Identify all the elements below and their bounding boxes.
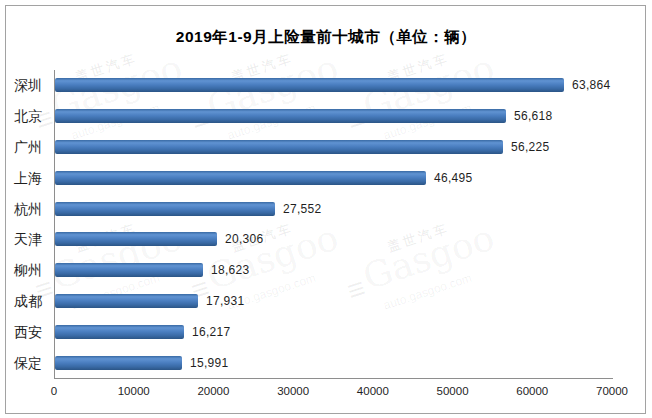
value-label: 17,931 <box>206 294 245 308</box>
category-label: 西安 <box>14 324 54 340</box>
bar <box>55 78 564 92</box>
category-label: 保定 <box>14 355 54 371</box>
value-label: 15,991 <box>190 356 229 370</box>
value-label: 63,864 <box>572 78 611 92</box>
category-label: 成都 <box>14 293 54 309</box>
x-tick-label: 20000 <box>197 385 229 397</box>
category-label: 深圳 <box>14 77 54 93</box>
value-label: 46,495 <box>434 171 473 185</box>
value-label: 18,623 <box>211 263 250 277</box>
x-tick-label: 0 <box>51 385 57 397</box>
bar <box>55 294 198 308</box>
bar <box>55 140 503 154</box>
value-label: 16,217 <box>192 325 231 339</box>
category-label: 广州 <box>14 139 54 155</box>
bar <box>55 202 275 216</box>
category-label: 天津 <box>14 231 54 247</box>
bar <box>55 325 184 339</box>
chart-container: 盖世汽车≡Gasgooauto.gasgoo.com盖世汽车≡Gasgooaut… <box>0 0 652 418</box>
chart-title: 2019年1-9月上险量前十城市（单位：辆） <box>0 27 652 48</box>
x-tick-label: 50000 <box>437 385 469 397</box>
x-tick-label: 70000 <box>596 385 628 397</box>
category-label: 北京 <box>14 108 54 124</box>
bar <box>55 171 426 185</box>
x-tick-label: 60000 <box>516 385 548 397</box>
bar <box>55 109 506 123</box>
value-label: 20,306 <box>225 232 264 246</box>
bar <box>55 232 217 246</box>
category-label: 杭州 <box>14 201 54 217</box>
bar <box>55 263 203 277</box>
value-label: 56,618 <box>514 109 553 123</box>
category-label: 上海 <box>14 170 54 186</box>
category-label: 柳州 <box>14 262 54 278</box>
value-label: 27,552 <box>283 202 322 216</box>
bar <box>55 356 182 370</box>
value-label: 56,225 <box>511 140 550 154</box>
x-tick-label: 40000 <box>357 385 389 397</box>
x-tick-label: 10000 <box>118 385 150 397</box>
x-tick-label: 30000 <box>277 385 309 397</box>
